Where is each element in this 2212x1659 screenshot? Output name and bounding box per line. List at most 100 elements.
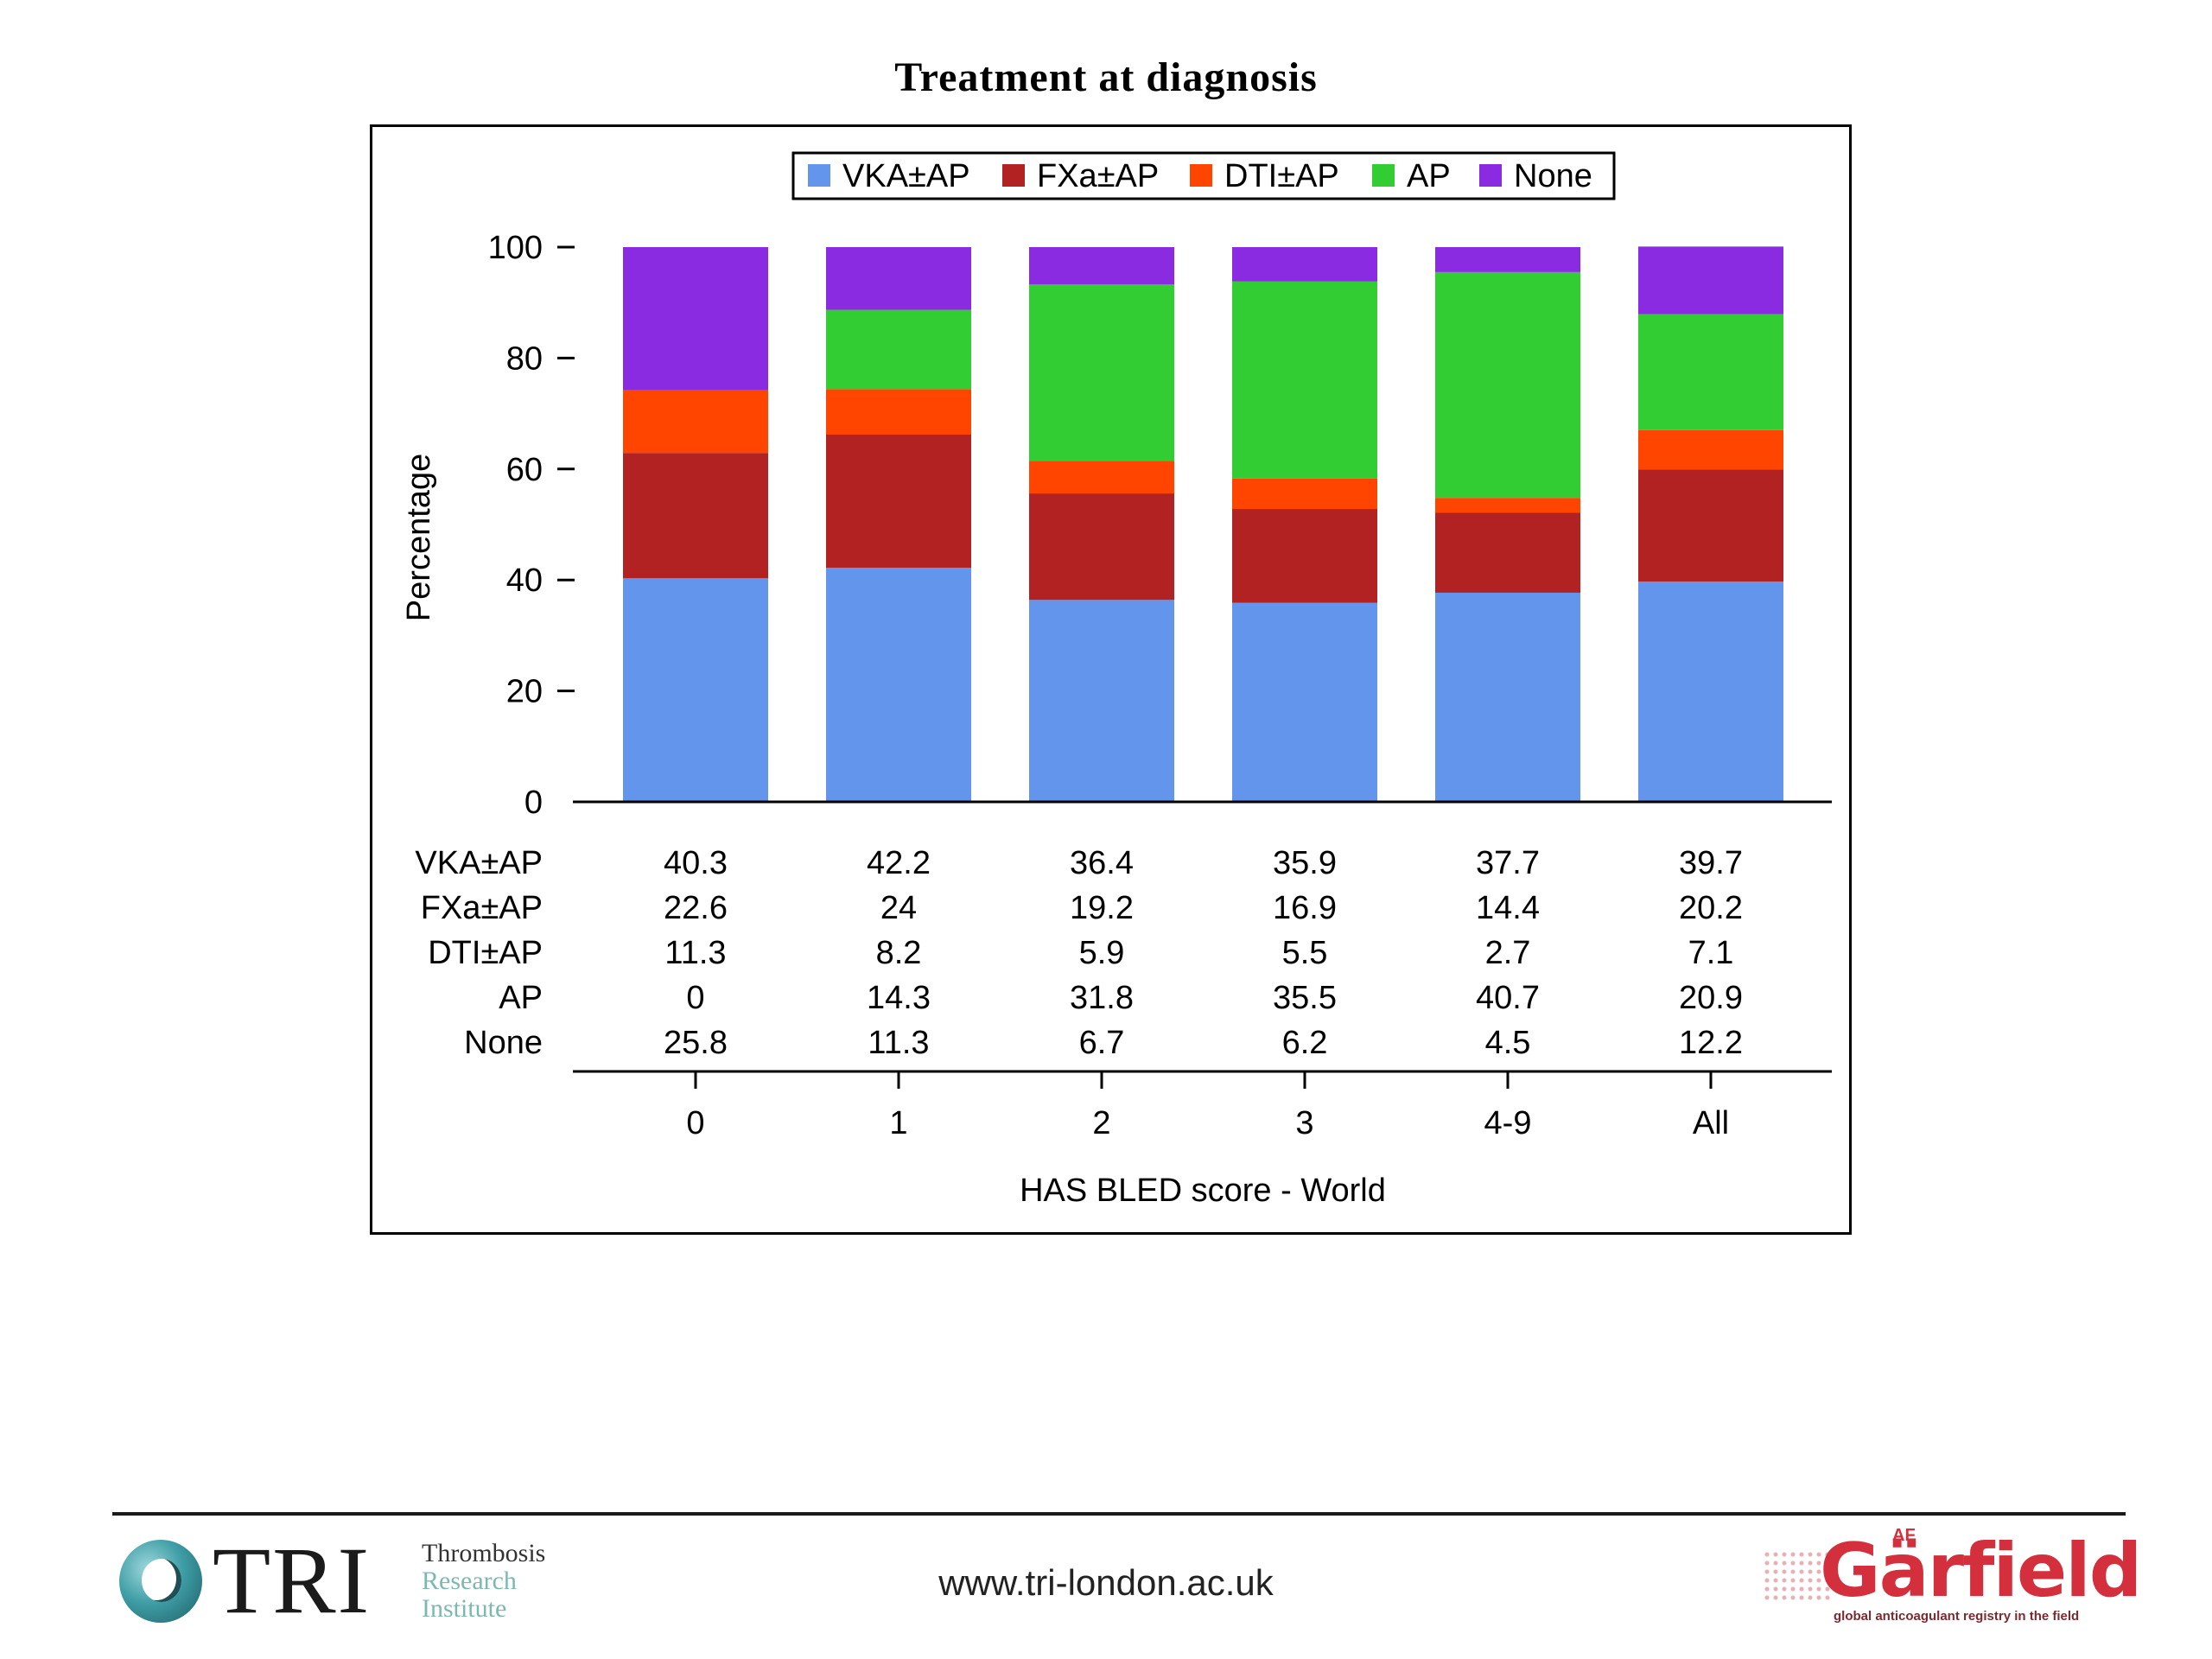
- tri-word-research: Research: [422, 1567, 517, 1595]
- table-value-0-4: 37.7: [1476, 845, 1540, 881]
- tri-logo-letters: TRI: [213, 1528, 372, 1633]
- garfield-dots-icon: [1763, 1550, 1832, 1602]
- bar-3-series-2: [1232, 478, 1377, 510]
- bar-0-series-0: [623, 578, 768, 802]
- y-tick-label-2: 40: [506, 563, 543, 599]
- bar-3-series-1: [1232, 509, 1377, 603]
- bar-3-series-0: [1232, 602, 1377, 802]
- bar-5-series-0: [1638, 582, 1783, 802]
- table-value-4-1: 11.3: [868, 1025, 929, 1061]
- footer-url: www.tri-london.ac.uk: [938, 1562, 1274, 1603]
- bar-0-series-1: [623, 453, 768, 579]
- table-value-3-2: 31.8: [1070, 980, 1134, 1016]
- table-value-2-2: 5.9: [1079, 935, 1125, 971]
- bar-5-series-3: [1638, 314, 1783, 430]
- legend-label-0: VKA±AP: [842, 158, 970, 194]
- table-row-label-3: AP: [499, 980, 543, 1016]
- table-row-label-4: None: [464, 1025, 543, 1061]
- bar-2-series-3: [1029, 284, 1174, 461]
- bar-5-series-4: [1638, 246, 1783, 315]
- chart-title: Treatment at diagnosis: [894, 54, 1318, 100]
- bar-1-series-2: [826, 389, 971, 435]
- bar-4-series-4: [1435, 247, 1580, 272]
- x-tick-label-0: 0: [686, 1105, 704, 1141]
- table-value-3-1: 14.3: [867, 980, 931, 1016]
- bar-1-series-1: [826, 434, 971, 569]
- legend-label-2: DTI±AP: [1224, 158, 1339, 194]
- tri-logo: TRI Thrombosis Research Institute: [119, 1533, 569, 1628]
- table-value-1-4: 14.4: [1476, 890, 1540, 926]
- table-value-4-3: 6.2: [1282, 1025, 1328, 1061]
- bar-3-series-3: [1232, 281, 1377, 479]
- table-value-3-0: 0: [686, 980, 704, 1016]
- table-value-1-2: 19.2: [1070, 890, 1134, 926]
- bar-2-series-1: [1029, 493, 1174, 601]
- x-tick-label-1: 1: [889, 1105, 907, 1141]
- table-value-1-1: 24: [880, 890, 917, 926]
- legend-label-3: AP: [1407, 158, 1451, 194]
- table-value-3-5: 20.9: [1679, 980, 1743, 1016]
- table-value-2-5: 7.1: [1688, 935, 1734, 971]
- garfield-tagline: global anticoagulant registry in the fie…: [1834, 1609, 2080, 1624]
- legend-swatch-2: [1190, 164, 1212, 187]
- table-value-0-1: 42.2: [867, 845, 931, 881]
- bar-2-series-0: [1029, 600, 1174, 802]
- table-value-0-2: 36.4: [1070, 845, 1134, 881]
- table-row-label-1: FXa±AP: [421, 890, 543, 926]
- y-tick-label-0: 0: [524, 785, 543, 821]
- garfield-logo: AF Gärfield global anticoagulant registr…: [1763, 1526, 2142, 1626]
- table-value-0-0: 40.3: [664, 845, 728, 881]
- bar-4-series-0: [1435, 592, 1580, 802]
- table-value-0-5: 39.7: [1679, 845, 1743, 881]
- x-tick-label-4: 4-9: [1484, 1105, 1532, 1141]
- table-value-2-0: 11.3: [664, 935, 726, 971]
- legend-swatch-1: [1002, 164, 1025, 187]
- bar-3-series-4: [1232, 247, 1377, 282]
- garfield-af-mark: AF: [1892, 1526, 1916, 1545]
- bar-1-series-3: [826, 309, 971, 390]
- bar-1-series-0: [826, 568, 971, 802]
- legend-swatch-0: [808, 164, 830, 187]
- y-tick-label-5: 100: [488, 230, 543, 266]
- bar-2-series-2: [1029, 461, 1174, 494]
- bar-4-series-3: [1435, 271, 1580, 499]
- y-tick-label-4: 80: [506, 340, 543, 377]
- x-tick-label-3: 3: [1295, 1105, 1313, 1141]
- table-value-3-3: 35.5: [1273, 980, 1337, 1016]
- table-value-1-0: 22.6: [664, 890, 728, 926]
- x-tick-label-2: 2: [1092, 1105, 1110, 1141]
- table-value-3-4: 40.7: [1476, 980, 1540, 1016]
- tri-circle-icon: [119, 1540, 202, 1623]
- table-row-label-0: VKA±AP: [415, 845, 543, 881]
- bar-0-series-4: [623, 247, 768, 391]
- legend-swatch-3: [1372, 164, 1395, 187]
- table-value-2-4: 2.7: [1485, 935, 1531, 971]
- bar-2-series-4: [1029, 247, 1174, 285]
- garfield-wordmark: Gärfield: [1820, 1528, 2142, 1614]
- bar-1-series-4: [826, 247, 971, 310]
- y-axis-label: Percentage: [401, 454, 437, 621]
- x-tick-label-5: All: [1693, 1105, 1729, 1141]
- table-row-label-2: DTI±AP: [428, 935, 543, 971]
- bar-5-series-2: [1638, 429, 1783, 470]
- tri-word-institute: Institute: [422, 1594, 507, 1623]
- footer-divider: [112, 1512, 2126, 1516]
- table-value-4-4: 4.5: [1485, 1025, 1531, 1061]
- bar-4-series-2: [1435, 498, 1580, 513]
- legend-label-1: FXa±AP: [1037, 158, 1159, 194]
- table-value-1-5: 20.2: [1679, 890, 1743, 926]
- bar-5-series-1: [1638, 469, 1783, 582]
- bar-0-series-2: [623, 390, 768, 454]
- x-axis-label: HAS BLED score - World: [1020, 1173, 1386, 1209]
- table-value-4-0: 25.8: [664, 1025, 728, 1061]
- y-tick-label-3: 60: [506, 452, 543, 488]
- table-value-1-3: 16.9: [1273, 890, 1337, 926]
- legend-label-4: None: [1514, 158, 1592, 194]
- tri-logo-words: Thrombosis Research Institute: [422, 1540, 545, 1623]
- legend-swatch-4: [1479, 164, 1502, 187]
- chart-frame: [370, 124, 1852, 1235]
- table-value-4-2: 6.7: [1079, 1025, 1125, 1061]
- y-tick-label-1: 20: [506, 674, 543, 710]
- table-value-4-5: 12.2: [1679, 1025, 1743, 1061]
